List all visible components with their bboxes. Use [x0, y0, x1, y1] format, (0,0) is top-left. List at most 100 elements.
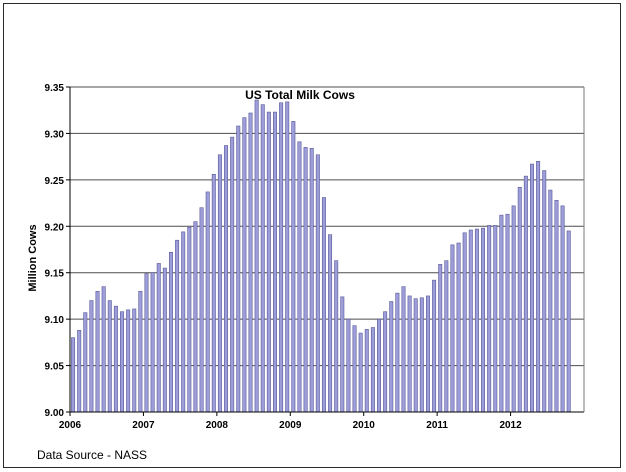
y-tick-label: 9.05: [45, 362, 65, 373]
bar: [413, 298, 418, 413]
bar: [536, 160, 541, 413]
bar: [71, 337, 76, 413]
bar-series: [71, 99, 571, 413]
gridlines: [66, 86, 584, 413]
bar: [242, 117, 247, 413]
bar: [248, 112, 253, 413]
bar: [407, 295, 412, 413]
y-tick-label: 9.35: [45, 83, 65, 94]
bar: [205, 191, 210, 413]
bar: [481, 227, 486, 413]
bar: [432, 279, 437, 413]
y-tick-label: 9.10: [45, 315, 65, 326]
bar: [279, 102, 284, 413]
bar: [321, 197, 326, 413]
bar: [523, 175, 528, 413]
bar: [511, 205, 516, 413]
y-tick-label: 9.15: [45, 269, 65, 280]
bar: [95, 290, 100, 413]
bar: [419, 297, 424, 413]
bar: [340, 296, 345, 413]
bar: [389, 301, 394, 413]
chart-title: US Total Milk Cows: [245, 88, 355, 102]
bar: [89, 300, 94, 413]
bar: [224, 145, 229, 413]
bar: [548, 189, 553, 413]
bar: [334, 260, 339, 413]
bar: [230, 136, 235, 413]
bar: [126, 309, 131, 413]
x-tick-label: 2006: [59, 420, 82, 431]
data-source-note: Data Source - NASS: [37, 448, 148, 462]
bar: [150, 272, 155, 413]
bar: [560, 205, 565, 413]
bar: [77, 329, 82, 413]
x-tick-labels: 2006 2007 2008 2009 2010 2011 2012: [59, 420, 522, 431]
bar: [138, 290, 143, 413]
bar: [346, 318, 351, 413]
bar: [83, 312, 88, 413]
y-tick-label: 9.25: [45, 176, 65, 187]
bar: [309, 147, 314, 413]
bar: [303, 147, 308, 413]
bar: [291, 121, 296, 413]
bar: [193, 221, 198, 413]
bar: [187, 226, 192, 413]
y-tick-labels: 9.00 9.05 9.10 9.15 9.20 9.25 9.30 9.35: [45, 83, 65, 419]
x-tick-label: 2007: [132, 420, 155, 431]
bar: [425, 295, 430, 413]
bar: [517, 186, 522, 413]
bar: [199, 207, 204, 413]
bar: [358, 332, 363, 413]
bar: [383, 311, 388, 413]
bar: [132, 308, 137, 413]
x-tick-label: 2011: [426, 420, 448, 431]
bar: [120, 311, 125, 413]
x-tick-label: 2010: [353, 420, 376, 431]
bar: [505, 213, 510, 413]
bar: [101, 286, 106, 413]
bar: [181, 231, 186, 413]
bar: [260, 104, 265, 413]
bar: [156, 263, 161, 413]
bar: [162, 267, 167, 413]
axes: [69, 87, 585, 416]
bar: [328, 234, 333, 413]
bar: [113, 305, 118, 413]
bar: [144, 273, 149, 413]
bar: [462, 232, 467, 413]
bar: [493, 225, 498, 413]
bar: [487, 225, 492, 413]
bar: [107, 300, 112, 413]
bar: [468, 229, 473, 413]
bar: [297, 141, 302, 413]
bar: [499, 214, 504, 413]
bar: [285, 101, 290, 413]
bar: [554, 199, 559, 413]
x-tick-label: 2009: [279, 420, 302, 431]
bar: [566, 230, 571, 413]
bar: [401, 286, 406, 413]
bar: [315, 154, 320, 413]
bar: [352, 325, 357, 413]
bar: [474, 228, 479, 413]
y-tick-label: 9.00: [45, 408, 65, 419]
bar: [377, 318, 381, 413]
bar: [211, 173, 216, 413]
y-tick-label: 9.20: [45, 222, 65, 233]
bar: [542, 170, 547, 413]
x-tick-label: 2008: [206, 420, 229, 431]
bar: [444, 260, 449, 413]
y-tick-label: 9.30: [45, 129, 65, 140]
bar: [168, 251, 173, 413]
bar: [266, 111, 271, 413]
bar: [273, 111, 277, 413]
bar: [370, 327, 375, 413]
bar: [254, 99, 259, 413]
bar: [175, 239, 180, 413]
x-tick-label: 2012: [499, 420, 522, 431]
bar: [438, 264, 443, 413]
bar: [236, 125, 241, 413]
bar: [217, 154, 222, 413]
bar: [450, 244, 455, 413]
